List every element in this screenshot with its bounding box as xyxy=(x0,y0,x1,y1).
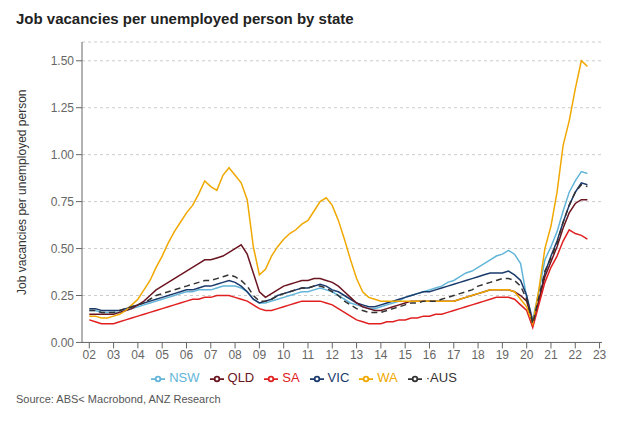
html-text:SA: SA xyxy=(282,370,300,386)
svg-text:13: 13 xyxy=(350,348,364,362)
svg-text:Job vacancies per unemployed p: Job vacancies per unemployed person xyxy=(15,89,29,294)
svg-text:21: 21 xyxy=(544,348,558,362)
svg-text:02: 02 xyxy=(83,348,97,362)
html-text:Source: ABS< Macrobond, ANZ Re: Source: ABS< Macrobond, ANZ Research xyxy=(16,393,221,405)
svg-text:06: 06 xyxy=(180,348,194,362)
svg-text:17: 17 xyxy=(447,348,461,362)
svg-text:1.00: 1.00 xyxy=(51,148,75,162)
svg-text:22: 22 xyxy=(569,348,583,362)
html-text:NSW: NSW xyxy=(169,370,200,386)
html-text:QLD: QLD xyxy=(227,370,255,386)
svg-text:20: 20 xyxy=(520,348,534,362)
svg-text:03: 03 xyxy=(107,348,121,362)
svg-text:11: 11 xyxy=(302,348,315,362)
svg-text:0.25: 0.25 xyxy=(51,289,75,303)
svg-text:18: 18 xyxy=(471,348,485,362)
svg-text:15: 15 xyxy=(398,348,412,362)
html-text:WA: WA xyxy=(377,370,398,386)
svg-text:19: 19 xyxy=(496,348,510,362)
svg-text:12: 12 xyxy=(326,348,340,362)
svg-text:0.50: 0.50 xyxy=(51,242,75,256)
svg-text:10: 10 xyxy=(277,348,291,362)
svg-text:09: 09 xyxy=(253,348,267,362)
svg-text:1.25: 1.25 xyxy=(51,101,75,115)
svg-text:05: 05 xyxy=(156,348,170,362)
html-text:VIC: VIC xyxy=(327,370,350,386)
svg-text:07: 07 xyxy=(204,348,218,362)
svg-text:14: 14 xyxy=(374,348,388,362)
svg-text:1.50: 1.50 xyxy=(51,54,75,68)
svg-text:04: 04 xyxy=(131,348,145,362)
svg-text:0.00: 0.00 xyxy=(51,336,75,350)
html-text:Job vacancies per unemployed p: Job vacancies per unemployed person by s… xyxy=(16,10,354,27)
svg-text:08: 08 xyxy=(228,348,242,362)
svg-text:16: 16 xyxy=(423,348,437,362)
html-text:·AUS: ·AUS xyxy=(425,370,457,386)
svg-text:0.75: 0.75 xyxy=(51,195,75,209)
svg-text:23: 23 xyxy=(593,348,607,362)
